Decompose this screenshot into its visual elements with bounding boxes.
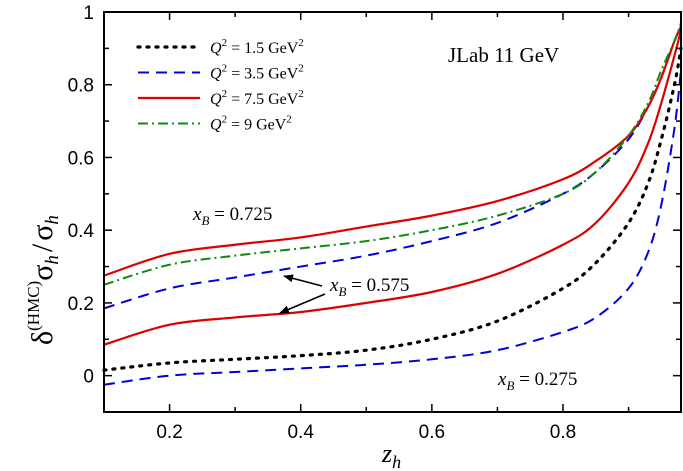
ticks-layer: 0.2 0.4 0.6 0.8 0 0.2 0.4 0.6 0.8 1: [68, 3, 681, 443]
legend-label-q9: Q2 = 9 GeV2: [210, 114, 292, 134]
x-tick-label: 0.8: [550, 422, 576, 443]
curve-q35-0275: [103, 70, 682, 386]
curve-q75-0575: [103, 29, 683, 346]
legend-label-q15: Q2 = 1.5 GeV2: [210, 37, 304, 57]
annotation-arrow-upper: [283, 274, 323, 287]
xb-0275-label: xB = 0.275: [497, 369, 577, 393]
curve-q35-0575: [103, 26, 682, 310]
curves-layer: [102, 22, 683, 386]
legend-label-q35: Q2 = 3.5 GeV2: [210, 63, 304, 83]
plot-annotation-title: JLab 11 GeV: [448, 43, 559, 67]
xb-0575-label: xB = 0.575: [329, 275, 409, 299]
y-tick-label: 0.2: [68, 294, 94, 315]
y-tick-label: 0.6: [68, 148, 94, 169]
plot-frame: [103, 11, 682, 413]
y-axis-label: δ(HMC)σh/σh: [24, 215, 63, 345]
annotation-arrow-lower: [279, 293, 326, 314]
legend-label-q75: Q2 = 7.5 GeV2: [210, 88, 304, 108]
x-tick-label: 0.6: [419, 422, 445, 443]
y-tick-label: 1: [83, 3, 94, 24]
y-tick-label: 0.4: [68, 221, 95, 242]
x-tick-label: 0.2: [156, 422, 182, 443]
x-tick-label: 0.4: [287, 422, 314, 443]
legend: Q2 = 1.5 GeV2 Q2 = 3.5 GeV2 Q2 = 7.5 GeV2 Q…: [136, 37, 304, 134]
y-tick-label: 0.8: [68, 76, 94, 97]
y-tick-label: 0: [83, 367, 94, 388]
xb-0725-label: xB = 0.725: [192, 204, 272, 228]
curve-q9-0725: [103, 22, 682, 286]
x-axis-label: zh: [381, 439, 401, 471]
curve-q75-0725: [103, 26, 683, 277]
